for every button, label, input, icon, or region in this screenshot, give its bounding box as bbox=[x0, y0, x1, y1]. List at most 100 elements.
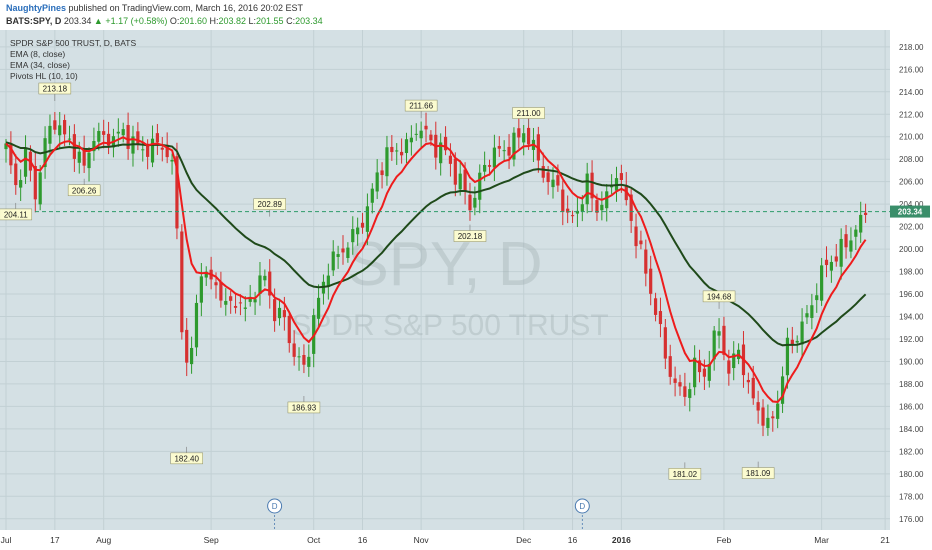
candle-body bbox=[385, 147, 389, 177]
candle bbox=[336, 245, 340, 269]
candle-body bbox=[820, 265, 824, 301]
author-name[interactable]: NaughtyPines bbox=[6, 3, 67, 13]
candle-body bbox=[63, 120, 67, 135]
candle-body bbox=[795, 340, 799, 343]
candle bbox=[771, 410, 775, 432]
candle-body bbox=[619, 173, 623, 181]
pivot-box bbox=[453, 230, 487, 242]
candle bbox=[732, 341, 736, 381]
candle-body bbox=[541, 166, 545, 178]
candle-body bbox=[150, 138, 155, 163]
candle bbox=[634, 213, 638, 259]
candle bbox=[82, 135, 86, 173]
candle bbox=[658, 297, 663, 338]
high-label: H: bbox=[209, 16, 219, 26]
candle bbox=[400, 138, 404, 164]
candle-body bbox=[126, 125, 130, 149]
candle bbox=[473, 186, 477, 216]
candle-body bbox=[302, 355, 306, 365]
x-tick-label: 17 bbox=[50, 535, 60, 545]
candle-body bbox=[282, 310, 286, 318]
candle-body bbox=[219, 281, 223, 301]
candle bbox=[448, 143, 453, 177]
candle bbox=[668, 344, 672, 385]
candle-body bbox=[380, 170, 384, 176]
candle bbox=[326, 263, 330, 300]
candle bbox=[600, 191, 604, 221]
candle-body bbox=[800, 321, 804, 345]
legend-ema8: EMA (8, close) bbox=[10, 49, 66, 59]
close-label: C: bbox=[286, 16, 296, 26]
dividend-text: D bbox=[579, 502, 585, 511]
watermark-symbol: SPY, D bbox=[347, 230, 542, 299]
candle bbox=[370, 183, 374, 214]
candle-body bbox=[346, 247, 350, 259]
candle-body bbox=[678, 382, 682, 387]
candle bbox=[702, 359, 707, 390]
candle-body bbox=[570, 215, 575, 217]
pivot-box bbox=[67, 184, 101, 197]
y-tick-label: 210.00 bbox=[899, 133, 924, 142]
candle-body bbox=[160, 147, 164, 150]
candle bbox=[610, 174, 614, 195]
candle bbox=[849, 227, 853, 259]
candle-body bbox=[746, 379, 750, 383]
x-tick-label: Mar bbox=[814, 535, 829, 545]
y-tick-label: 206.00 bbox=[899, 178, 924, 187]
candle bbox=[414, 123, 418, 141]
candle-body bbox=[605, 191, 609, 209]
candle bbox=[688, 382, 692, 412]
candle-body bbox=[458, 173, 462, 190]
candle bbox=[653, 292, 658, 322]
time-axis-area bbox=[0, 530, 932, 550]
candle bbox=[517, 114, 521, 149]
candle-body bbox=[356, 227, 360, 235]
candle bbox=[761, 399, 765, 437]
candle-body bbox=[693, 357, 697, 388]
candle bbox=[561, 180, 565, 226]
candle-body bbox=[468, 194, 472, 211]
x-tick-label: 2016 bbox=[612, 535, 631, 545]
low-value: 201.55 bbox=[256, 16, 284, 26]
x-tick-label: Oct bbox=[307, 535, 321, 545]
pivot-label: 206.26 bbox=[67, 178, 101, 197]
candle-body bbox=[268, 271, 272, 296]
candle-body bbox=[277, 307, 282, 319]
candle bbox=[360, 212, 365, 234]
candle-body bbox=[400, 151, 404, 156]
candle-body bbox=[683, 386, 687, 397]
candle-body bbox=[97, 130, 101, 142]
candle bbox=[170, 153, 174, 175]
y-tick-label: 176.00 bbox=[899, 515, 924, 524]
candle-body bbox=[48, 125, 52, 144]
candle bbox=[492, 134, 496, 182]
legend-pivots: Pivots HL (10, 10) bbox=[10, 71, 78, 81]
price-chart[interactable]: 218.00 216.00 214.00 212.00 210.00 208.00 206.… bbox=[0, 30, 932, 550]
candle bbox=[33, 152, 37, 213]
x-tick-label: 21 bbox=[880, 535, 890, 545]
candle-body bbox=[409, 137, 413, 143]
candle bbox=[9, 131, 13, 174]
candle bbox=[219, 271, 223, 308]
candle bbox=[844, 224, 848, 259]
open-value: 201.60 bbox=[179, 16, 207, 26]
candle bbox=[160, 136, 164, 162]
candle-body bbox=[419, 130, 423, 139]
y-tick-label: 218.00 bbox=[899, 43, 924, 52]
candle bbox=[253, 291, 257, 315]
candle bbox=[776, 390, 780, 429]
candle-body bbox=[429, 134, 433, 141]
candle-body bbox=[72, 134, 76, 159]
candle-body bbox=[170, 160, 174, 162]
candle bbox=[780, 366, 785, 413]
candle-body bbox=[756, 402, 760, 411]
candle bbox=[87, 147, 91, 182]
pivot-text: 182.40 bbox=[174, 454, 199, 463]
candle-body bbox=[546, 172, 550, 183]
candle bbox=[522, 124, 526, 156]
open-label: O: bbox=[169, 16, 180, 26]
candle bbox=[14, 154, 18, 195]
candle-body bbox=[92, 141, 96, 152]
candle-body bbox=[439, 142, 443, 164]
pivot-box bbox=[0, 208, 33, 221]
